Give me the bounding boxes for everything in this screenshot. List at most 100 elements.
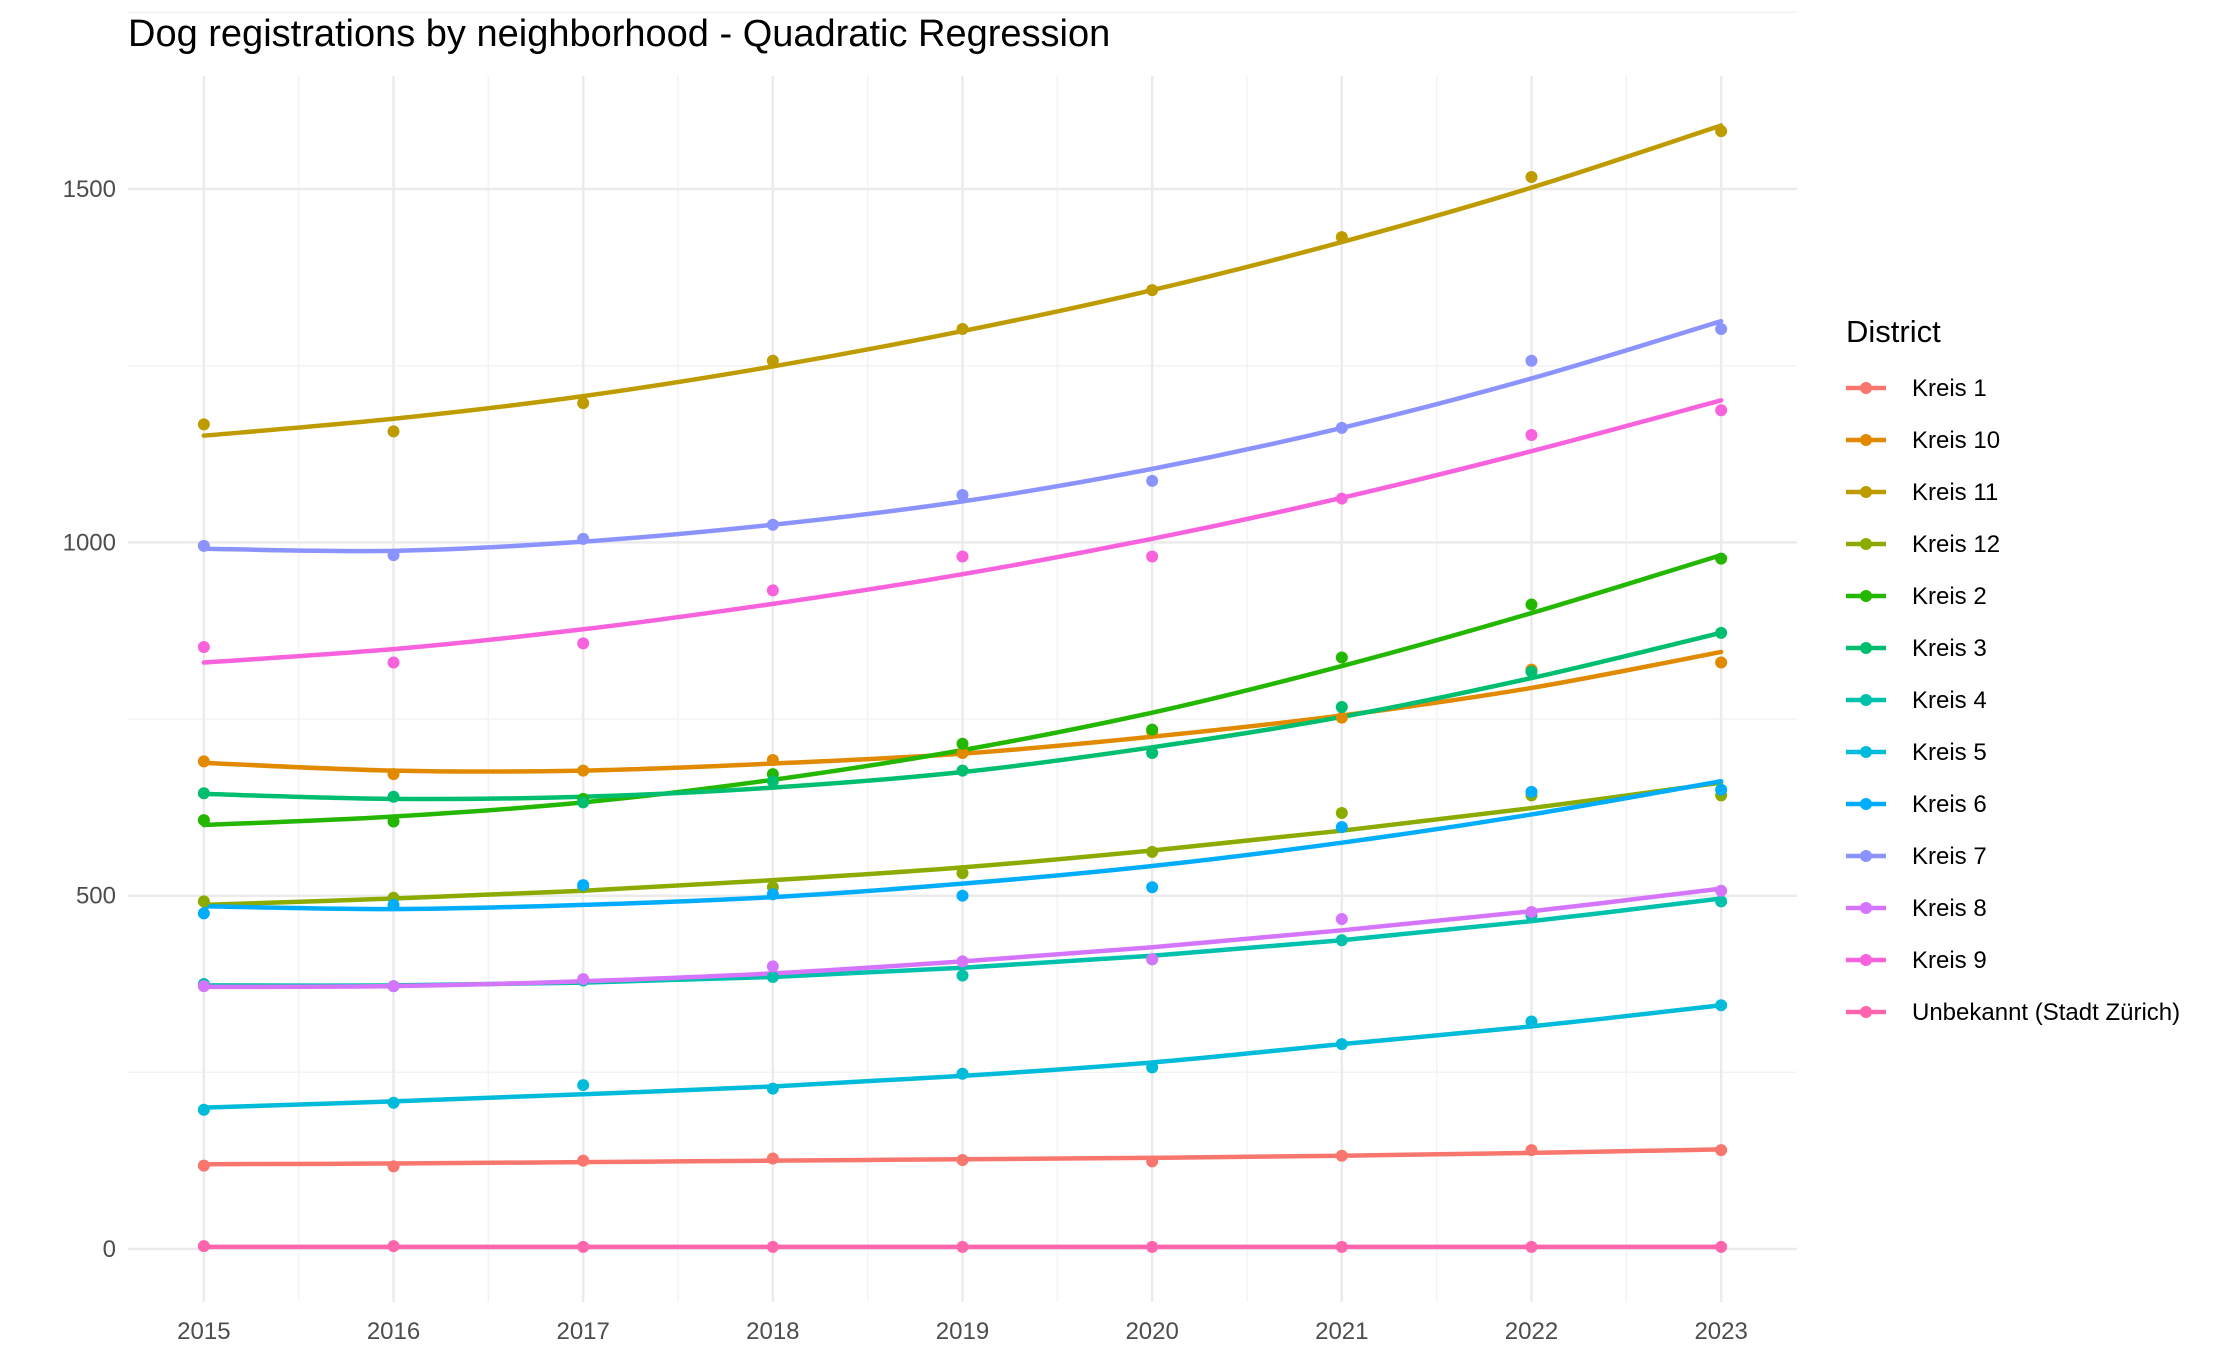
legend-item-kreis-4: Kreis 4 [1846, 687, 1987, 714]
data-point-kreis-5 [1335, 1038, 1348, 1051]
legend-key-point [1860, 382, 1872, 394]
data-point-kreis-9 [956, 550, 969, 563]
legend-key-point [1860, 746, 1872, 758]
data-point-kreis-12 [1335, 807, 1348, 820]
data-point-kreis-8 [387, 980, 400, 993]
data-point-kreis-10 [1335, 711, 1348, 724]
data-point-unbekannt-stadt-z-rich [387, 1240, 400, 1253]
data-point-kreis-5 [766, 1082, 779, 1095]
data-point-kreis-1 [197, 1159, 210, 1172]
data-point-kreis-1 [1525, 1144, 1538, 1157]
data-point-kreis-6 [1525, 785, 1538, 798]
data-point-kreis-7 [1335, 421, 1348, 434]
data-point-kreis-7 [577, 532, 590, 545]
data-point-kreis-10 [387, 768, 400, 781]
legend-item-kreis-7: Kreis 7 [1846, 843, 1987, 870]
legend-label: Kreis 10 [1912, 427, 2000, 454]
data-point-kreis-6 [197, 907, 210, 920]
data-points [197, 125, 1728, 1253]
y-tick-label: 500 [76, 883, 116, 910]
data-point-kreis-11 [1335, 231, 1348, 244]
legend-label: Kreis 6 [1912, 791, 1987, 818]
legend-label: Kreis 8 [1912, 895, 1987, 922]
data-point-kreis-4 [1715, 895, 1728, 908]
x-tick-label: 2023 [1694, 1318, 1747, 1345]
x-tick-label: 2016 [367, 1318, 420, 1345]
x-tick-label: 2020 [1125, 1318, 1178, 1345]
data-point-kreis-7 [1146, 474, 1159, 487]
data-point-kreis-10 [956, 746, 969, 759]
data-point-kreis-3 [1146, 746, 1159, 759]
data-point-kreis-3 [577, 796, 590, 809]
legend-label: Kreis 11 [1912, 479, 1998, 506]
legend-key-point [1860, 590, 1872, 602]
data-point-unbekannt-stadt-z-rich [1525, 1240, 1538, 1253]
legend-item-kreis-11: Kreis 11 [1846, 479, 1998, 506]
data-point-kreis-1 [956, 1153, 969, 1166]
x-tick-label: 2022 [1505, 1318, 1558, 1345]
data-point-kreis-2 [1715, 552, 1728, 565]
data-point-kreis-4 [956, 969, 969, 982]
legend-key-point [1860, 642, 1872, 654]
data-point-unbekannt-stadt-z-rich [1146, 1240, 1159, 1253]
axis-labels: 0 500 1000 1500 2015 2016 2017 2018 2019 2020 2021… [63, 176, 1748, 1345]
x-tick-label: 2019 [936, 1318, 989, 1345]
y-tick-label: 0 [103, 1236, 116, 1263]
data-point-unbekannt-stadt-z-rich [1715, 1240, 1728, 1253]
x-tick-label: 2021 [1315, 1318, 1368, 1345]
legend-key-point [1860, 434, 1872, 446]
legend-label: Kreis 1 [1912, 375, 1987, 402]
data-point-kreis-3 [766, 775, 779, 788]
data-point-kreis-7 [197, 539, 210, 552]
data-point-kreis-2 [1525, 598, 1538, 611]
data-point-kreis-1 [1335, 1149, 1348, 1162]
data-point-kreis-6 [1146, 881, 1159, 894]
data-point-kreis-12 [197, 895, 210, 908]
data-point-kreis-11 [577, 397, 590, 410]
data-point-kreis-6 [766, 888, 779, 901]
data-point-unbekannt-stadt-z-rich [1335, 1240, 1348, 1253]
chart-title: Dog registrations by neighborhood - Quad… [128, 13, 1110, 55]
data-point-kreis-2 [956, 737, 969, 750]
fit-line-kreis-6 [201, 778, 1724, 912]
data-point-kreis-9 [1525, 428, 1538, 441]
x-tick-label: 2017 [556, 1318, 609, 1345]
data-point-kreis-8 [1146, 953, 1159, 966]
data-point-kreis-9 [1715, 404, 1728, 417]
data-point-kreis-2 [387, 815, 400, 828]
legend-label: Kreis 9 [1912, 947, 1987, 974]
data-point-kreis-3 [956, 764, 969, 777]
legend-key-point [1860, 1006, 1872, 1018]
data-point-kreis-8 [577, 973, 590, 986]
data-point-kreis-9 [387, 656, 400, 669]
data-point-kreis-8 [956, 955, 969, 968]
legend-item-kreis-2: Kreis 2 [1846, 583, 1987, 610]
legend-key-point [1860, 538, 1872, 550]
data-point-kreis-5 [1715, 999, 1728, 1012]
data-point-kreis-3 [197, 787, 210, 800]
legend-item-kreis-10: Kreis 10 [1846, 427, 2000, 454]
legend-key-point [1860, 954, 1872, 966]
fit-line-kreis-7 [201, 318, 1724, 554]
data-point-kreis-8 [1715, 884, 1728, 897]
legend-item-kreis-8: Kreis 8 [1846, 895, 1987, 922]
legend-key-point [1860, 850, 1872, 862]
legend: District Kreis 1 Kreis 10 Kreis 11 Kreis 12… [1846, 314, 2180, 1026]
data-point-kreis-10 [766, 754, 779, 767]
data-point-kreis-12 [1146, 845, 1159, 858]
data-point-unbekannt-stadt-z-rich [766, 1240, 779, 1253]
data-point-kreis-9 [1146, 550, 1159, 563]
data-point-kreis-1 [1715, 1144, 1728, 1157]
data-point-kreis-7 [387, 549, 400, 562]
data-point-kreis-9 [766, 584, 779, 597]
data-point-kreis-11 [1146, 284, 1159, 297]
data-point-kreis-11 [197, 418, 210, 431]
data-point-kreis-3 [1525, 665, 1538, 678]
y-tick-label: 1000 [63, 529, 116, 556]
data-point-kreis-8 [1335, 913, 1348, 926]
data-point-unbekannt-stadt-z-rich [197, 1240, 210, 1253]
data-point-kreis-11 [766, 354, 779, 367]
data-point-kreis-5 [1525, 1015, 1538, 1028]
legend-label: Kreis 4 [1912, 687, 1987, 714]
data-point-kreis-5 [956, 1067, 969, 1080]
